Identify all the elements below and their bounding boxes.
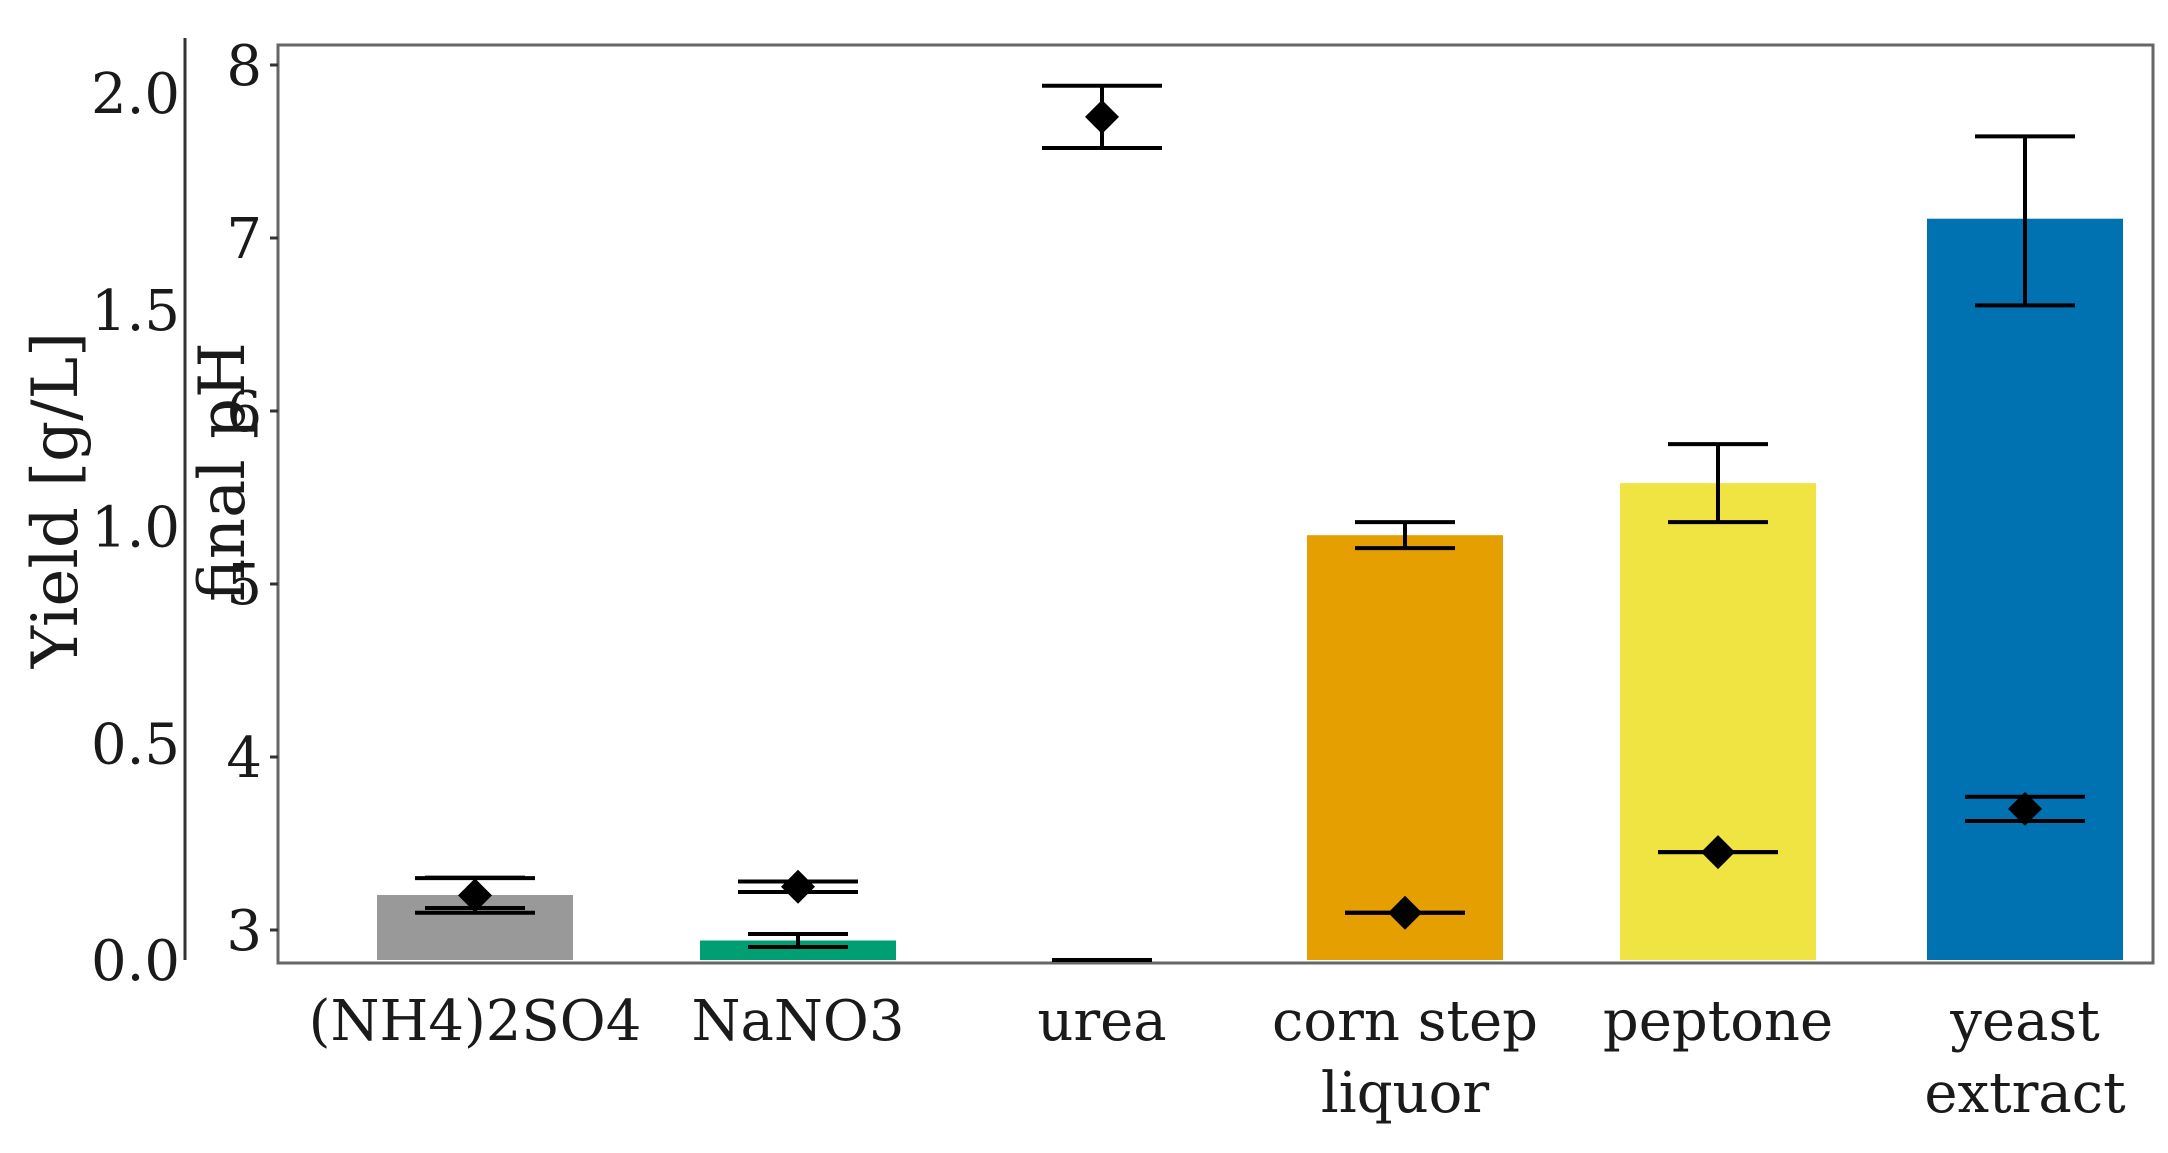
category-labels: (NH4)2SO4 NaNO3 urea corn step liquor peptone… — [309, 989, 2126, 1126]
yield-tick-label: 2.0 — [91, 62, 180, 127]
plot-panel — [276, 43, 2155, 965]
yield-tick-label: 0.5 — [91, 712, 180, 777]
ph-tick-label: 8 — [226, 34, 262, 99]
yield-axis-title: Yield [g/L] — [19, 332, 93, 669]
category-label: extract — [1924, 1061, 2126, 1126]
ph-point — [1701, 835, 1735, 870]
ph-tick-label: 4 — [226, 726, 262, 791]
ph-point — [458, 878, 492, 913]
yield-bar — [1620, 483, 1816, 960]
yield-tick-label: 1.5 — [91, 279, 180, 344]
ph-point — [2008, 791, 2042, 826]
ph-axis-ticks: 3 4 5 6 7 8 — [226, 34, 278, 964]
ph-tick-label: 5 — [226, 553, 262, 618]
ph-tick-label: 3 — [226, 899, 262, 964]
ph-point — [1388, 895, 1422, 930]
category-label: urea — [1037, 989, 1166, 1054]
yield-tick-label: 0.0 — [91, 929, 180, 994]
ph-point — [1085, 99, 1119, 134]
ph-point — [781, 869, 815, 904]
category-label: liquor — [1321, 1061, 1489, 1126]
category-label: (NH4)2SO4 — [309, 989, 642, 1054]
category-label: yeast — [1949, 989, 2100, 1054]
yield-tick-label: 1.0 — [91, 496, 180, 561]
ph-tick-label: 6 — [226, 380, 262, 445]
yield-bar — [1307, 535, 1503, 960]
yield-bar — [1927, 218, 2123, 961]
yield-axis-ticks: 0.0 0.5 1.0 1.5 2.0 — [91, 62, 180, 994]
category-label: NaNO3 — [692, 989, 905, 1054]
yield-error-bars — [425, 134, 2075, 962]
category-label: peptone — [1603, 989, 1833, 1054]
ph-points — [458, 99, 2042, 930]
ph-error-bars — [415, 83, 2085, 915]
yield-bars — [377, 218, 2123, 961]
ph-tick-label: 7 — [226, 207, 262, 272]
category-label: corn step — [1272, 989, 1538, 1054]
ph-axis-title: final pH — [186, 342, 260, 602]
